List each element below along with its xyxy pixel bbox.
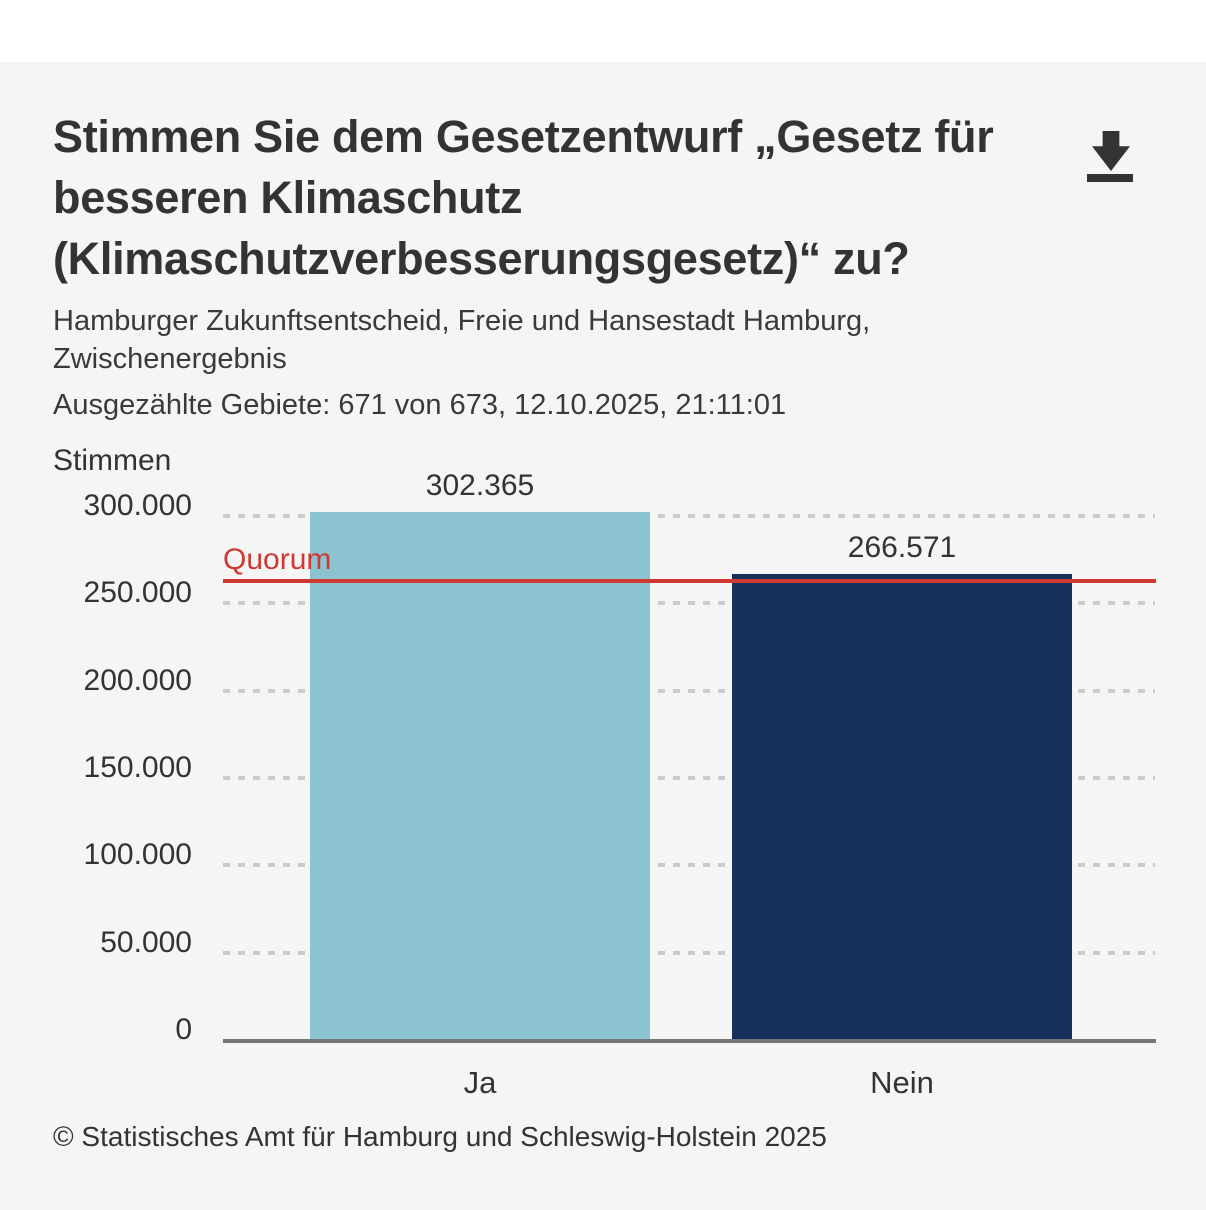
drop-arrow-cursor-icon bbox=[1092, 131, 1130, 171]
bar-value-label: 266.571 bbox=[847, 531, 957, 565]
y-tick-label: 200.000 bbox=[83, 663, 192, 697]
y-tick-label: 150.000 bbox=[83, 751, 192, 784]
bar-ja bbox=[310, 511, 650, 1042]
counted-areas-status: Ausgezählte Gebiete: 671 von 673, 12.10.… bbox=[53, 389, 787, 421]
y-gridline bbox=[223, 863, 1155, 868]
x-axis-line bbox=[223, 1039, 1156, 1043]
y-tick-label: 300.000 bbox=[83, 489, 192, 522]
chart-title: Stimmen Sie dem Gesetzentwurf „Gesetz fü… bbox=[53, 106, 994, 289]
chart-subtitle-line-2: Zwischenergebnis bbox=[53, 343, 287, 375]
y-gridline bbox=[223, 776, 1155, 780]
y-tick-label: 0 bbox=[175, 1013, 192, 1046]
quorum-line bbox=[223, 578, 1156, 583]
chart-title-line-1: Stimmen Sie dem Gesetzentwurf „Gesetz fü… bbox=[53, 111, 994, 162]
bar-nein bbox=[732, 574, 1072, 1042]
chart-subtitle: Hamburger Zukunftsentscheid, Freie und H… bbox=[53, 302, 870, 378]
y-axis-title: Stimmen bbox=[53, 444, 172, 477]
chart-subtitle-line-1: Hamburger Zukunftsentscheid, Freie und H… bbox=[53, 305, 871, 337]
top-white-band bbox=[0, 0, 1206, 62]
y-gridline bbox=[223, 688, 1155, 693]
y-tick-label: 250.000 bbox=[83, 576, 192, 610]
y-gridline bbox=[223, 950, 1155, 955]
category-label-nein: Nein bbox=[870, 1065, 934, 1100]
quorum-label: Quorum bbox=[223, 542, 332, 576]
y-tick-label: 50.000 bbox=[100, 925, 192, 959]
chart-title-line-3: (Klimaschutzverbesserungsgesetz)“ zu? bbox=[53, 233, 910, 284]
y-gridline bbox=[223, 514, 1155, 518]
cursor-underline-bar bbox=[1087, 174, 1133, 182]
copyright-footer: © Statistisches Amt für Hamburg und Schl… bbox=[53, 1121, 827, 1152]
y-gridline bbox=[223, 601, 1155, 606]
chart-title-line-2: besseren Klimaschutz bbox=[53, 172, 523, 223]
category-label-ja: Ja bbox=[463, 1065, 497, 1100]
bar-value-label: 302.365 bbox=[425, 468, 535, 502]
y-tick-label: 100.000 bbox=[83, 838, 192, 872]
